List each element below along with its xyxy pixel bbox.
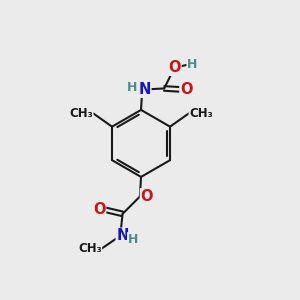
Text: H: H (128, 233, 138, 246)
Text: CH₃: CH₃ (78, 242, 102, 255)
Text: O: O (180, 82, 193, 97)
Text: N: N (116, 228, 129, 243)
Text: O: O (168, 60, 181, 75)
Text: O: O (141, 189, 153, 204)
Text: H: H (187, 58, 197, 71)
Text: N: N (138, 82, 151, 97)
Text: CH₃: CH₃ (189, 107, 213, 120)
Text: O: O (93, 202, 106, 217)
Text: H: H (127, 81, 138, 94)
Text: CH₃: CH₃ (69, 107, 93, 120)
